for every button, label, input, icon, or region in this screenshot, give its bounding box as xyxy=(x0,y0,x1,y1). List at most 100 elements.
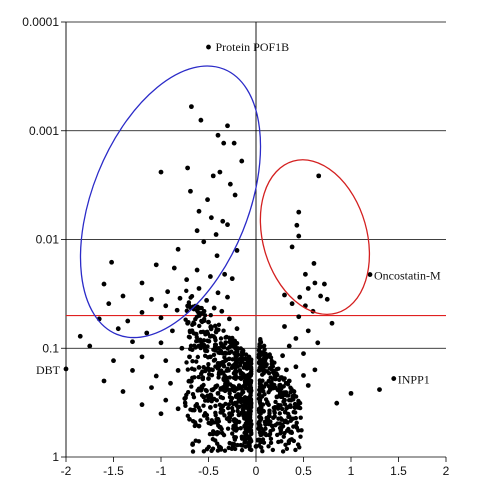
data-point xyxy=(189,366,195,371)
data-point xyxy=(282,292,287,298)
data-point xyxy=(269,358,274,364)
data-point xyxy=(246,441,251,447)
data-point xyxy=(234,326,240,332)
data-point xyxy=(206,319,211,325)
data-point xyxy=(223,401,228,407)
data-point xyxy=(212,342,218,347)
data-point xyxy=(139,354,145,360)
data-point xyxy=(211,305,217,311)
data-point xyxy=(257,358,263,364)
data-point xyxy=(312,280,318,286)
data-point xyxy=(299,428,304,433)
data-point xyxy=(230,357,235,362)
highlight-ellipse-blue xyxy=(79,65,262,339)
data-point xyxy=(278,394,284,400)
data-point xyxy=(298,415,303,420)
data-point xyxy=(248,404,254,410)
data-point xyxy=(248,438,254,443)
data-point xyxy=(175,406,181,412)
data-point xyxy=(179,345,185,351)
data-point xyxy=(267,431,273,437)
data-point xyxy=(275,432,280,438)
data-point xyxy=(232,338,238,344)
data-point xyxy=(278,403,283,408)
data-point xyxy=(225,381,231,386)
data-point xyxy=(163,397,169,403)
data-point xyxy=(149,296,154,302)
data-point xyxy=(273,385,278,391)
data-point xyxy=(258,401,263,406)
data-point xyxy=(322,281,327,287)
data-point xyxy=(305,328,311,334)
data-point xyxy=(218,395,224,400)
data-point xyxy=(257,430,263,435)
data-point xyxy=(201,403,206,408)
data-point xyxy=(204,388,209,394)
data-point xyxy=(227,181,233,187)
data-point xyxy=(120,293,126,299)
data-point xyxy=(334,400,340,406)
data-point xyxy=(275,406,281,411)
data-point xyxy=(221,140,227,146)
data-point xyxy=(231,140,237,146)
data-point xyxy=(216,362,221,367)
data-point xyxy=(227,394,233,400)
data-point xyxy=(196,364,202,370)
data-point xyxy=(101,281,107,287)
data-point xyxy=(224,368,229,373)
data-point xyxy=(227,356,232,361)
data-point xyxy=(289,301,295,307)
data-point xyxy=(190,375,195,381)
ellipses-layer xyxy=(79,65,371,339)
data-point xyxy=(272,410,277,415)
data-point xyxy=(185,367,191,372)
data-point xyxy=(218,336,224,341)
data-point xyxy=(278,388,283,393)
data-point xyxy=(206,420,211,426)
data-point xyxy=(215,441,220,446)
data-point xyxy=(273,399,278,405)
data-point xyxy=(158,169,164,175)
data-point xyxy=(257,423,262,428)
data-point xyxy=(210,446,216,451)
data-point xyxy=(243,352,249,357)
data-point xyxy=(163,358,169,364)
data-point xyxy=(271,405,277,410)
data-point xyxy=(230,408,236,414)
data-point xyxy=(194,359,199,364)
data-point xyxy=(280,353,285,359)
data-point xyxy=(245,428,250,433)
data-point xyxy=(227,391,232,396)
data-point xyxy=(292,405,298,410)
data-point xyxy=(198,371,204,376)
data-point xyxy=(216,327,221,332)
data-point xyxy=(297,405,303,411)
data-point xyxy=(190,359,195,364)
data-point xyxy=(213,410,218,415)
annotation-label: Protein POF1B xyxy=(216,40,290,54)
data-point xyxy=(235,392,241,397)
data-point xyxy=(170,328,175,334)
data-point xyxy=(205,355,211,360)
data-point xyxy=(217,169,223,175)
data-point xyxy=(305,286,311,291)
data-point xyxy=(185,303,190,308)
data-point xyxy=(223,341,228,346)
data-point xyxy=(187,328,193,334)
data-point xyxy=(144,330,150,336)
data-point xyxy=(215,448,221,453)
data-point xyxy=(218,406,224,411)
data-point xyxy=(206,376,211,381)
y-tick-label: 0.0001 xyxy=(22,15,59,29)
data-point xyxy=(188,188,193,194)
data-point xyxy=(289,430,294,435)
data-point xyxy=(288,418,294,423)
data-point xyxy=(63,366,69,372)
data-point xyxy=(214,416,219,422)
data-point xyxy=(235,386,241,391)
data-point xyxy=(232,369,238,374)
data-point xyxy=(259,426,264,431)
data-point xyxy=(175,368,181,373)
data-point xyxy=(228,341,234,346)
x-tick-label: 0 xyxy=(253,464,260,478)
